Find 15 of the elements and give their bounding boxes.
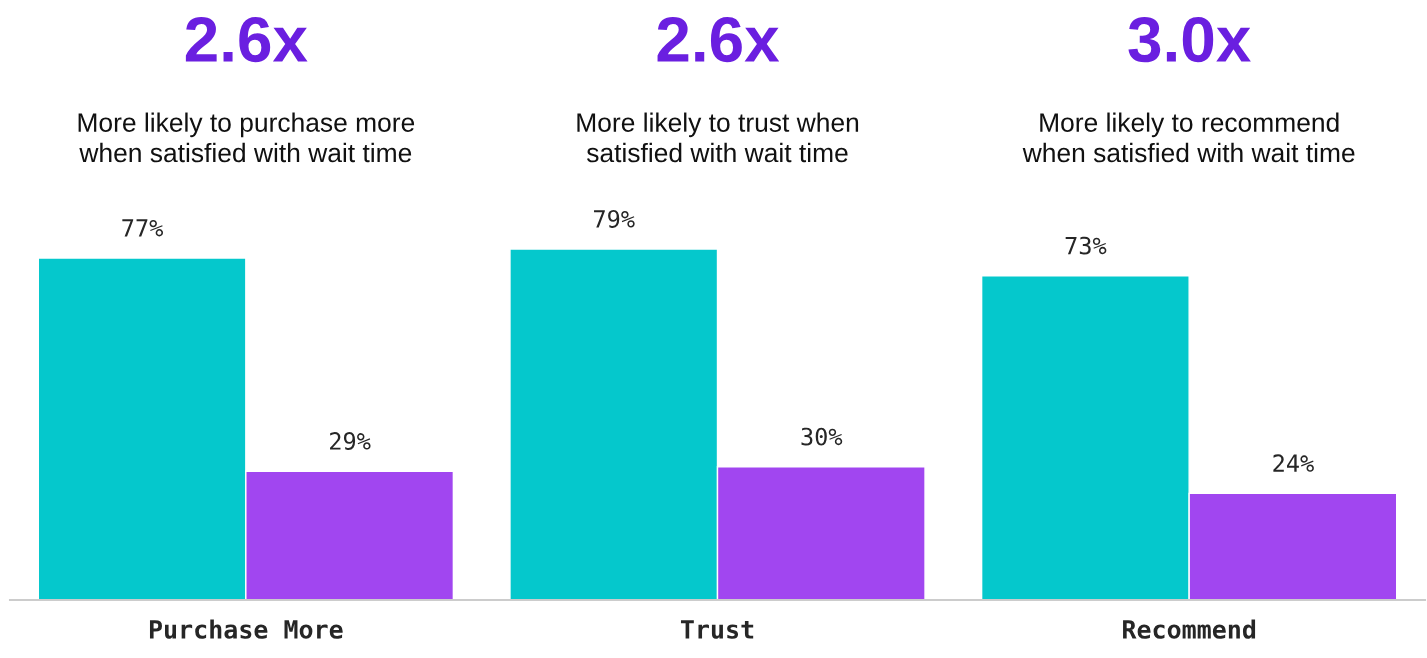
text: More likely to purchase more when satisfied with wait time bbox=[78, 112, 415, 163]
text: 2.6x bbox=[185, 16, 308, 63]
data-label: 73% bbox=[1065, 236, 1107, 255]
data-label: 79% bbox=[594, 210, 635, 228]
data-label: 30% bbox=[801, 427, 843, 446]
text: 2.6x bbox=[657, 16, 780, 63]
text: More likely to trust when satisfied with wait time bbox=[577, 112, 859, 163]
data-label: 29% bbox=[330, 432, 371, 450]
data-label: 77% bbox=[122, 219, 164, 237]
text: More likely to recommend when satisfied with wait time bbox=[1022, 112, 1355, 163]
data-label: 24% bbox=[1273, 454, 1314, 472]
x-tick-label: Recommend bbox=[1123, 619, 1256, 639]
x-tick-label: Purchase More bbox=[149, 619, 343, 639]
text: 3.0x bbox=[1128, 16, 1251, 63]
x-tick-label: Trust bbox=[680, 620, 754, 639]
